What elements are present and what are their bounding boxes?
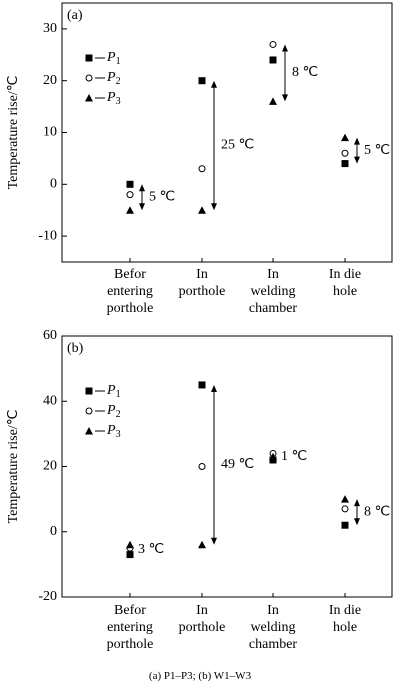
x-tick-label: In die hole xyxy=(328,603,362,635)
x-tick-label: In welding chamber xyxy=(248,267,298,316)
marker-square xyxy=(126,551,134,559)
marker-square xyxy=(126,180,134,188)
annotation: 25 ℃ xyxy=(221,138,254,153)
y-tick-label: 0 xyxy=(50,524,57,539)
annotation: 5 ℃ xyxy=(149,189,175,204)
arrow-head xyxy=(354,499,360,507)
arrow-head xyxy=(282,94,288,102)
y-axis-label: Temperature rise/℃ xyxy=(6,410,21,524)
marker-square xyxy=(341,521,349,529)
arrow-head xyxy=(211,537,217,545)
y-tick-label: 30 xyxy=(43,21,57,36)
marker-triangle xyxy=(269,97,277,105)
y-axis-label: Temperature rise/℃ xyxy=(6,76,21,190)
marker-triangle xyxy=(85,427,93,435)
marker-triangle xyxy=(126,540,134,549)
x-tick-label: In porthole xyxy=(178,267,226,299)
caption: (a) P1–P3; (b) W1–W3 xyxy=(148,670,252,682)
arrow-head xyxy=(211,203,217,211)
arrow-head xyxy=(282,44,288,52)
annotation: 1 ℃ xyxy=(281,449,307,464)
marker-square xyxy=(269,56,277,64)
y-tick-label: -20 xyxy=(38,589,57,604)
marker-square xyxy=(341,160,349,168)
annotation: 8 ℃ xyxy=(364,504,390,519)
marker-circle xyxy=(85,74,93,82)
legend-label: P1 xyxy=(106,383,121,400)
annotation: 5 ℃ xyxy=(364,143,390,158)
y-tick-label: 60 xyxy=(43,328,57,343)
legend-label: P2 xyxy=(106,70,121,87)
marker-square xyxy=(85,387,93,395)
marker-circle xyxy=(85,407,93,415)
legend-label: P3 xyxy=(106,423,121,440)
legend-label: P3 xyxy=(106,90,121,107)
arrow-head xyxy=(354,518,360,526)
y-tick-label: 0 xyxy=(50,177,57,192)
panel: (a) Temperature rise/℃ -10 0 10 20 30 P1 P2 P3 5 ℃… xyxy=(6,2,393,263)
x-tick-label: Befor entering porthole xyxy=(106,603,154,652)
legend-label: P1 xyxy=(106,50,121,67)
marker-circle xyxy=(198,165,206,173)
marker-circle xyxy=(198,463,206,470)
x-tick-label: In die hole xyxy=(328,267,362,299)
marker-square xyxy=(85,54,93,62)
marker-square xyxy=(198,77,206,85)
annotation: 8 ℃ xyxy=(292,65,318,80)
arrow-head xyxy=(211,80,217,88)
y-tick-label: 40 xyxy=(43,393,57,408)
plot-frame xyxy=(61,2,393,263)
annotation: 3 ℃ xyxy=(138,542,164,557)
marker-circle xyxy=(126,191,134,199)
arrow-head xyxy=(139,203,145,211)
panel: (b) Temperature rise/℃ -20 0 20 40 60 P1 P2 P3 3 ℃… xyxy=(6,328,393,604)
x-tick-label: In welding chamber xyxy=(248,603,298,652)
arrow-head xyxy=(211,384,217,392)
marker-triangle xyxy=(341,495,349,503)
marker-triangle xyxy=(198,206,206,214)
marker-triangle xyxy=(198,540,206,549)
panel-label: (b) xyxy=(67,341,84,356)
marker-triangle xyxy=(85,94,93,102)
marker-circle xyxy=(341,505,349,513)
x-tick-label: In porthole xyxy=(178,603,226,635)
arrow-head xyxy=(139,184,145,192)
y-tick-label: 10 xyxy=(43,125,57,140)
marker-triangle xyxy=(269,452,277,461)
y-tick-label: -10 xyxy=(38,228,57,243)
marker-circle xyxy=(269,40,277,48)
legend-label: P2 xyxy=(106,403,121,420)
panel-label: (a) xyxy=(67,8,83,23)
annotation: 49 ℃ xyxy=(221,457,254,472)
y-tick-label: 20 xyxy=(43,459,57,474)
arrow-head xyxy=(354,156,360,164)
marker-triangle xyxy=(341,133,349,142)
arrow-head xyxy=(354,137,360,145)
marker-triangle xyxy=(126,206,134,214)
x-tick-label: Befor entering porthole xyxy=(106,267,154,316)
marker-circle xyxy=(341,149,349,157)
marker-square xyxy=(198,381,206,389)
y-tick-label: 20 xyxy=(43,73,57,88)
